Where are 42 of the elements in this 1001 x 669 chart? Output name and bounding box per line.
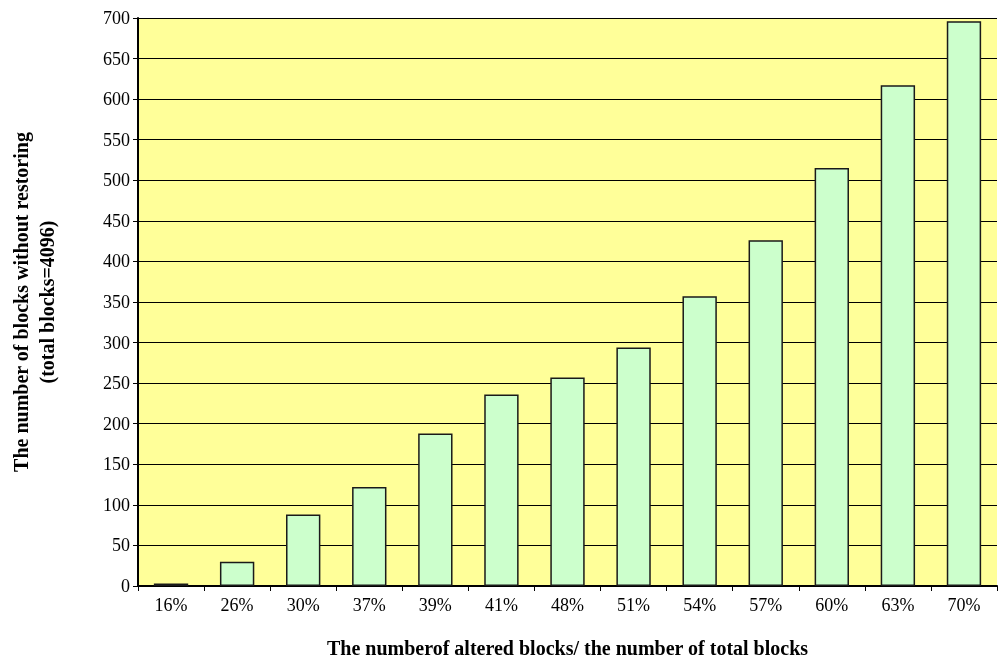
x-tick-label: 51% — [617, 595, 651, 615]
bar — [946, 21, 982, 586]
bar — [352, 487, 387, 586]
x-tick-label: 41% — [484, 595, 518, 615]
bar — [219, 561, 255, 586]
y-tick-label: 250 — [103, 373, 130, 394]
y-tick-label: 550 — [103, 129, 130, 150]
y-tick-label: 650 — [103, 48, 130, 69]
y-tick-label: 700 — [103, 8, 130, 28]
y-tick-label: 450 — [103, 210, 130, 231]
bar — [418, 433, 453, 586]
y-tick-label: 400 — [103, 251, 130, 272]
bar — [880, 85, 916, 586]
y-axis-title: The number of blocks without restoring (total blocks=4096) — [10, 132, 59, 472]
x-tick-label: 39% — [418, 595, 452, 615]
y-tick-label: 50 — [112, 535, 130, 556]
bar — [286, 514, 321, 586]
x-tick-label: 70% — [947, 595, 981, 615]
x-tick-label: 63% — [881, 595, 915, 615]
x-tick-label: 26% — [220, 595, 254, 615]
y-tick-label: 0 — [121, 576, 130, 596]
bar — [616, 347, 651, 586]
y-tick-label: 350 — [103, 292, 130, 312]
x-tick-label: 54% — [683, 595, 717, 615]
x-tick-label: 60% — [815, 595, 849, 615]
y-tick-label: 200 — [103, 413, 130, 434]
x-tick-label: 16% — [154, 595, 188, 615]
x-tick-label: 37% — [352, 595, 386, 615]
bar — [814, 168, 849, 586]
y-tick-label: 150 — [103, 454, 130, 475]
y-tick-label: 100 — [103, 494, 130, 515]
y-tick-label: 500 — [103, 170, 130, 191]
bar — [550, 377, 585, 586]
x-tick-label: 57% — [749, 595, 783, 615]
x-tick-label: 48% — [551, 595, 584, 615]
x-axis-title: The numberof altered blocks/ the number of total blocks — [326, 637, 809, 659]
bar — [748, 240, 783, 586]
bar — [682, 296, 717, 586]
x-tick-label: 30% — [286, 595, 320, 615]
y-tick-label: 600 — [103, 89, 130, 110]
bar — [484, 394, 519, 586]
y-tick-label: 300 — [103, 332, 130, 353]
